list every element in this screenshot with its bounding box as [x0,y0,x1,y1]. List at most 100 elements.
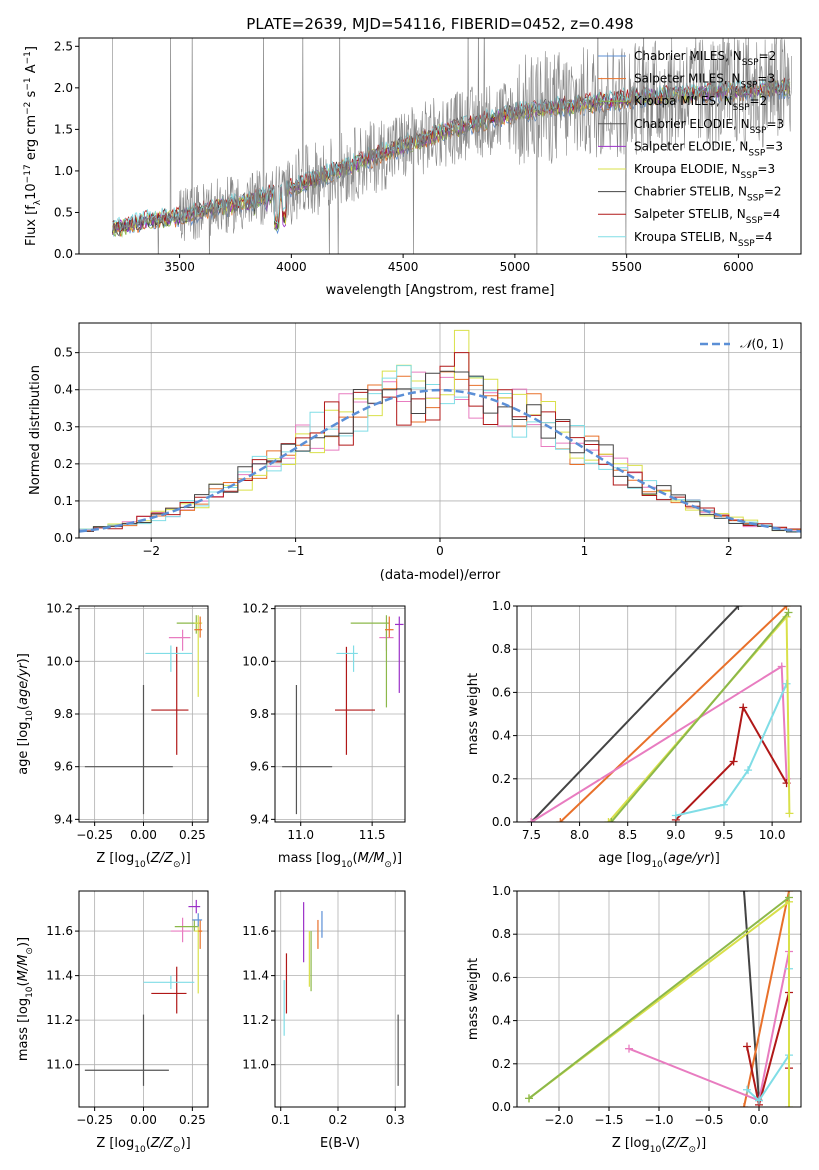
y-tick-label: 0.5 [54,205,73,219]
y-tick-label: 0.8 [492,927,511,941]
errorbars [84,899,203,1086]
x-tick-label: 5000 [500,260,531,274]
x-tick-label: 9.5 [714,828,733,842]
x-tick-label: 4000 [276,260,307,274]
x-tick-label: 0.2 [328,1113,347,1127]
y-tick-label: 0.4 [492,729,511,743]
weight-marker [729,757,738,766]
weight-line [675,683,788,817]
plot-frame [274,605,406,823]
weight-marker [604,818,613,822]
weight-marker [785,1103,793,1107]
y-axis-label: mass weight [466,673,481,755]
y-tick-label: 0.4 [54,383,73,397]
x-tick-label: −1.5 [594,1113,623,1127]
weight-line [743,891,760,1101]
plot-frame [78,890,209,1108]
y-tick-label: 10.0 [242,654,269,668]
x-tick-label: 8.5 [618,828,637,842]
y-axis-label: Flux [fλ10−17 erg cm−2 s−1 A−1] [23,46,43,246]
x-tick-label: 0.00 [130,1113,157,1127]
y-tick-label: 11.4 [242,969,269,983]
y-tick-label: 0.6 [492,685,511,699]
weight-marker [755,1096,763,1105]
y-tick-label: 11.0 [46,1058,73,1072]
weight-marker [739,703,748,712]
y-tick-label: 1.0 [492,599,511,613]
y-axis-label: mass [log10(M/M⊙)] [16,937,35,1061]
plot-frame [78,605,209,823]
x-axis-label: wavelength [Angstrom, rest frame] [326,283,555,298]
y-tick-label: 10.0 [46,654,73,668]
x-tick-label: 9.0 [666,828,685,842]
legend-label: 𝒩(0, 1) [740,337,784,351]
y-tick-label: 0.2 [492,1057,511,1071]
y-tick-label: 0.2 [492,772,511,786]
errorbars [84,615,203,815]
y-axis-label: mass weight [466,958,481,1040]
y-tick-label: 11.4 [46,969,73,983]
weight-marker [556,818,565,822]
plot-frame [516,890,802,1108]
weight-marker [525,1094,533,1103]
errorbars [282,615,404,815]
x-tick-label: −2 [142,544,160,558]
plot-frame [78,37,802,255]
weight-marker [743,1085,751,1094]
normal-curve [79,388,801,533]
observed-spectrum [112,38,792,254]
y-tick-label: 0.0 [54,247,73,261]
plot-frame [78,322,802,539]
y-tick-label: 0.6 [492,970,511,984]
y-axis-label: Normed distribution [28,365,43,495]
x-tick-label: 5500 [611,260,642,274]
weight-marker [671,811,680,820]
x-tick-label: 4500 [388,260,419,274]
x-tick-label: 8.0 [570,828,589,842]
weight-line [675,704,788,821]
x-tick-label: 0.3 [386,1113,405,1127]
weight-marker [785,893,793,902]
x-tick-label: 2 [725,544,733,558]
histogram-step [79,370,801,538]
weight-lines [525,891,793,1107]
y-tick-label: 9.6 [54,760,73,774]
y-tick-label: 2.0 [54,81,73,95]
x-tick-label: 0.25 [179,828,206,842]
y-tick-label: 0.0 [492,1100,511,1114]
x-axis-label: Z [log10(Z/Z⊙)] [96,851,190,870]
legend-label: Salpeter ELODIE, NSSP=3 [634,139,783,158]
y-tick-label: 0.0 [492,815,511,829]
weight-marker [740,891,748,895]
y-tick-label: 11.6 [46,924,73,938]
x-tick-label: −0.25 [76,828,113,842]
weight-marker [785,809,794,818]
plot-frame [274,890,406,1108]
x-tick-label: 10.0 [759,828,786,842]
y-tick-label: 0.1 [54,494,73,508]
weight-line [530,606,740,822]
x-axis-label: age [log10(age/yr)] [598,851,720,870]
y-tick-label: 0.3 [54,420,73,434]
x-axis-label: mass [log10(M/M⊙)] [278,851,402,870]
y-tick-label: 9.8 [54,707,73,721]
weight-marker [527,818,536,822]
y-tick-label: 0.4 [492,1014,511,1028]
x-tick-label: −2.0 [544,1113,573,1127]
weight-line [610,611,790,822]
x-tick-label: −1 [287,544,305,558]
legend-label: Kroupa MILES, NSSP=2 [634,94,767,113]
x-tick-label: 11.0 [287,828,314,842]
y-tick-label: 9.6 [250,760,269,774]
x-tick-label: −1.0 [644,1113,673,1127]
spectrum-lines [112,38,792,254]
y-tick-label: 1.0 [54,164,73,178]
y-tick-label: 11.6 [242,924,269,938]
legend-label: Kroupa ELODIE, NSSP=3 [634,162,775,181]
y-tick-label: 0.5 [54,346,73,360]
weight-marker [784,608,793,617]
y-tick-label: 11.2 [46,1013,73,1027]
weight-marker [719,800,728,809]
x-tick-label: 6000 [723,260,754,274]
